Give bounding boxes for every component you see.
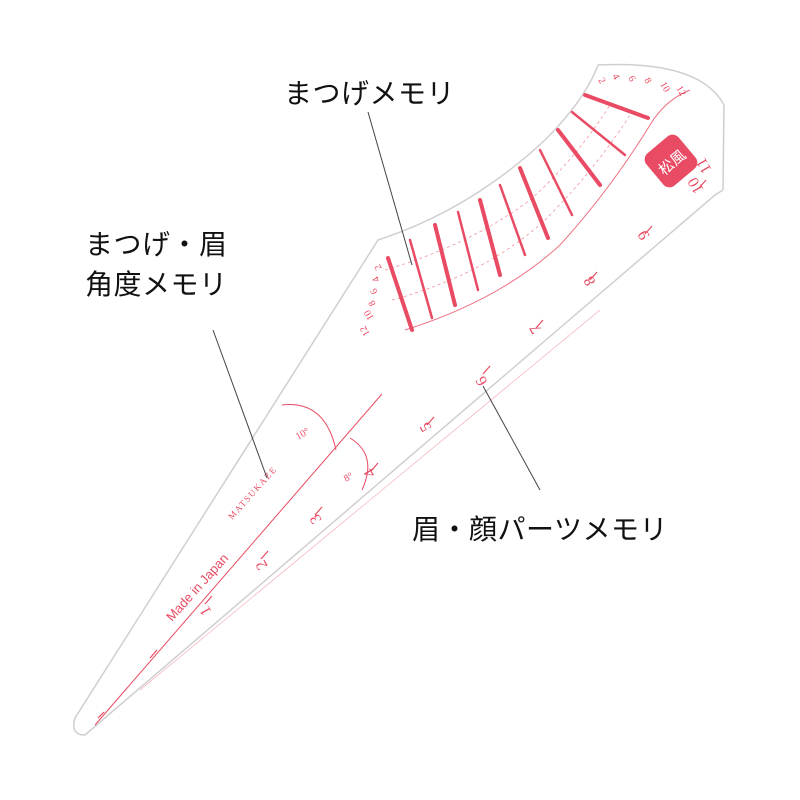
edge-ticks [97,179,707,719]
angle-scale-callout: まつげ・眉 角度メモリ [85,225,228,305]
parts-scale-callout: 眉・顔パーツメモリ [412,513,668,546]
scale-number: 6 [369,286,381,296]
lash-tick [433,223,457,307]
scale-number: 10 [362,308,377,322]
ruler-outline [73,63,725,736]
scale-number: 11 [693,155,715,177]
scale-number: 2 [373,262,385,272]
ruler-centerline [94,393,383,726]
lash-tick [556,128,602,187]
angle-arc-8 [349,437,369,491]
scale-number: 6 [625,74,637,84]
scale-number: 12 [673,84,688,98]
scale-number: 10 [657,80,672,94]
angle-arc-10 [281,404,337,451]
lash-tick [518,166,550,240]
angle-callout-line1: まつげ・眉 [85,228,228,261]
scale-number: 8 [641,76,653,86]
lash-tick [408,238,434,320]
lash-tick [570,110,627,157]
lash-tick [386,256,414,332]
lash-tick [478,198,502,277]
lash-tick [538,148,574,217]
lash-tick [583,93,650,120]
scale-number: 4 [609,72,621,82]
lash-scale-callout: まつげメモリ [284,77,456,110]
scale-number: 10 [685,174,708,196]
scale-number: 12 [358,324,373,338]
leader-lines [212,111,541,491]
lash-tick [498,183,527,257]
scale-number: 4 [371,274,383,284]
scale-number: 2 [595,76,607,86]
lash-tick [456,210,480,292]
angle-callout-line2: 角度メモリ [85,268,228,301]
lash-grid [384,89,691,332]
scale-number: 8 [367,298,379,308]
ruler-secondary-line [139,309,601,691]
seal-stamp-icon: 松風 [644,134,698,188]
